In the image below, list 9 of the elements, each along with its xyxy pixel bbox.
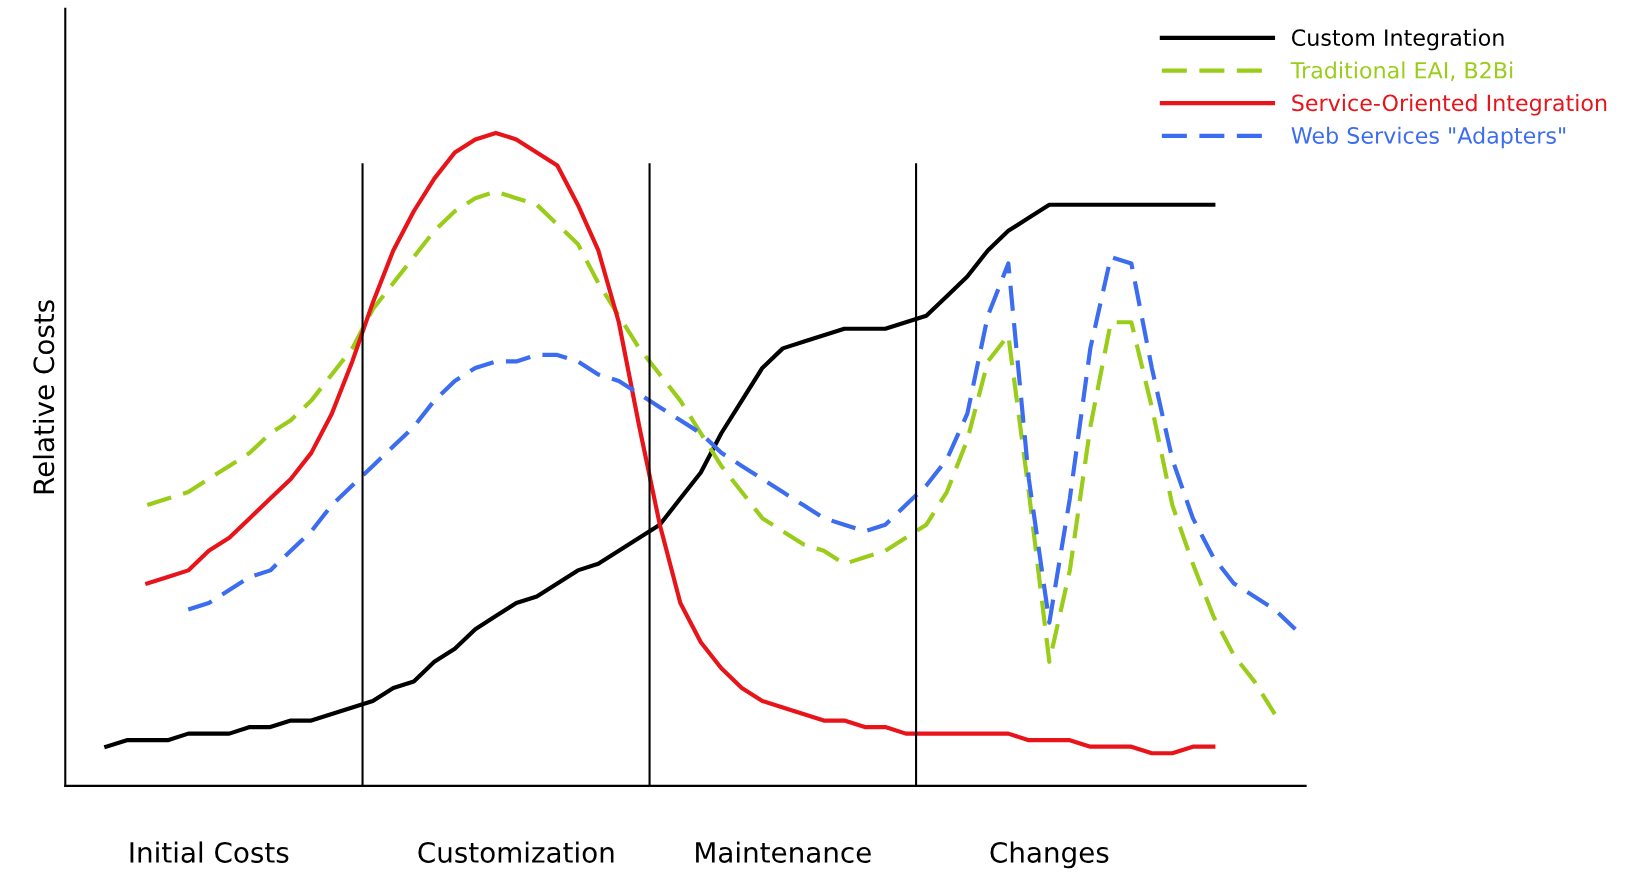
- text: Service-Oriented Integration: [1292, 94, 1607, 116]
- x-tick-label: Initial Costs: [130, 841, 289, 863]
- x-tick-label: Maintenance: [696, 841, 871, 863]
- x-tick-label: Customization: [418, 841, 614, 863]
- text: Web Services "Adapters": [1291, 126, 1566, 149]
- x-tick-label: Changes: [990, 841, 1109, 869]
- text: Custom Integration: [1292, 28, 1504, 51]
- text: Traditional EAI, B2Bi: [1290, 61, 1513, 81]
- y-axis-title: Relative Costs: [32, 300, 55, 494]
